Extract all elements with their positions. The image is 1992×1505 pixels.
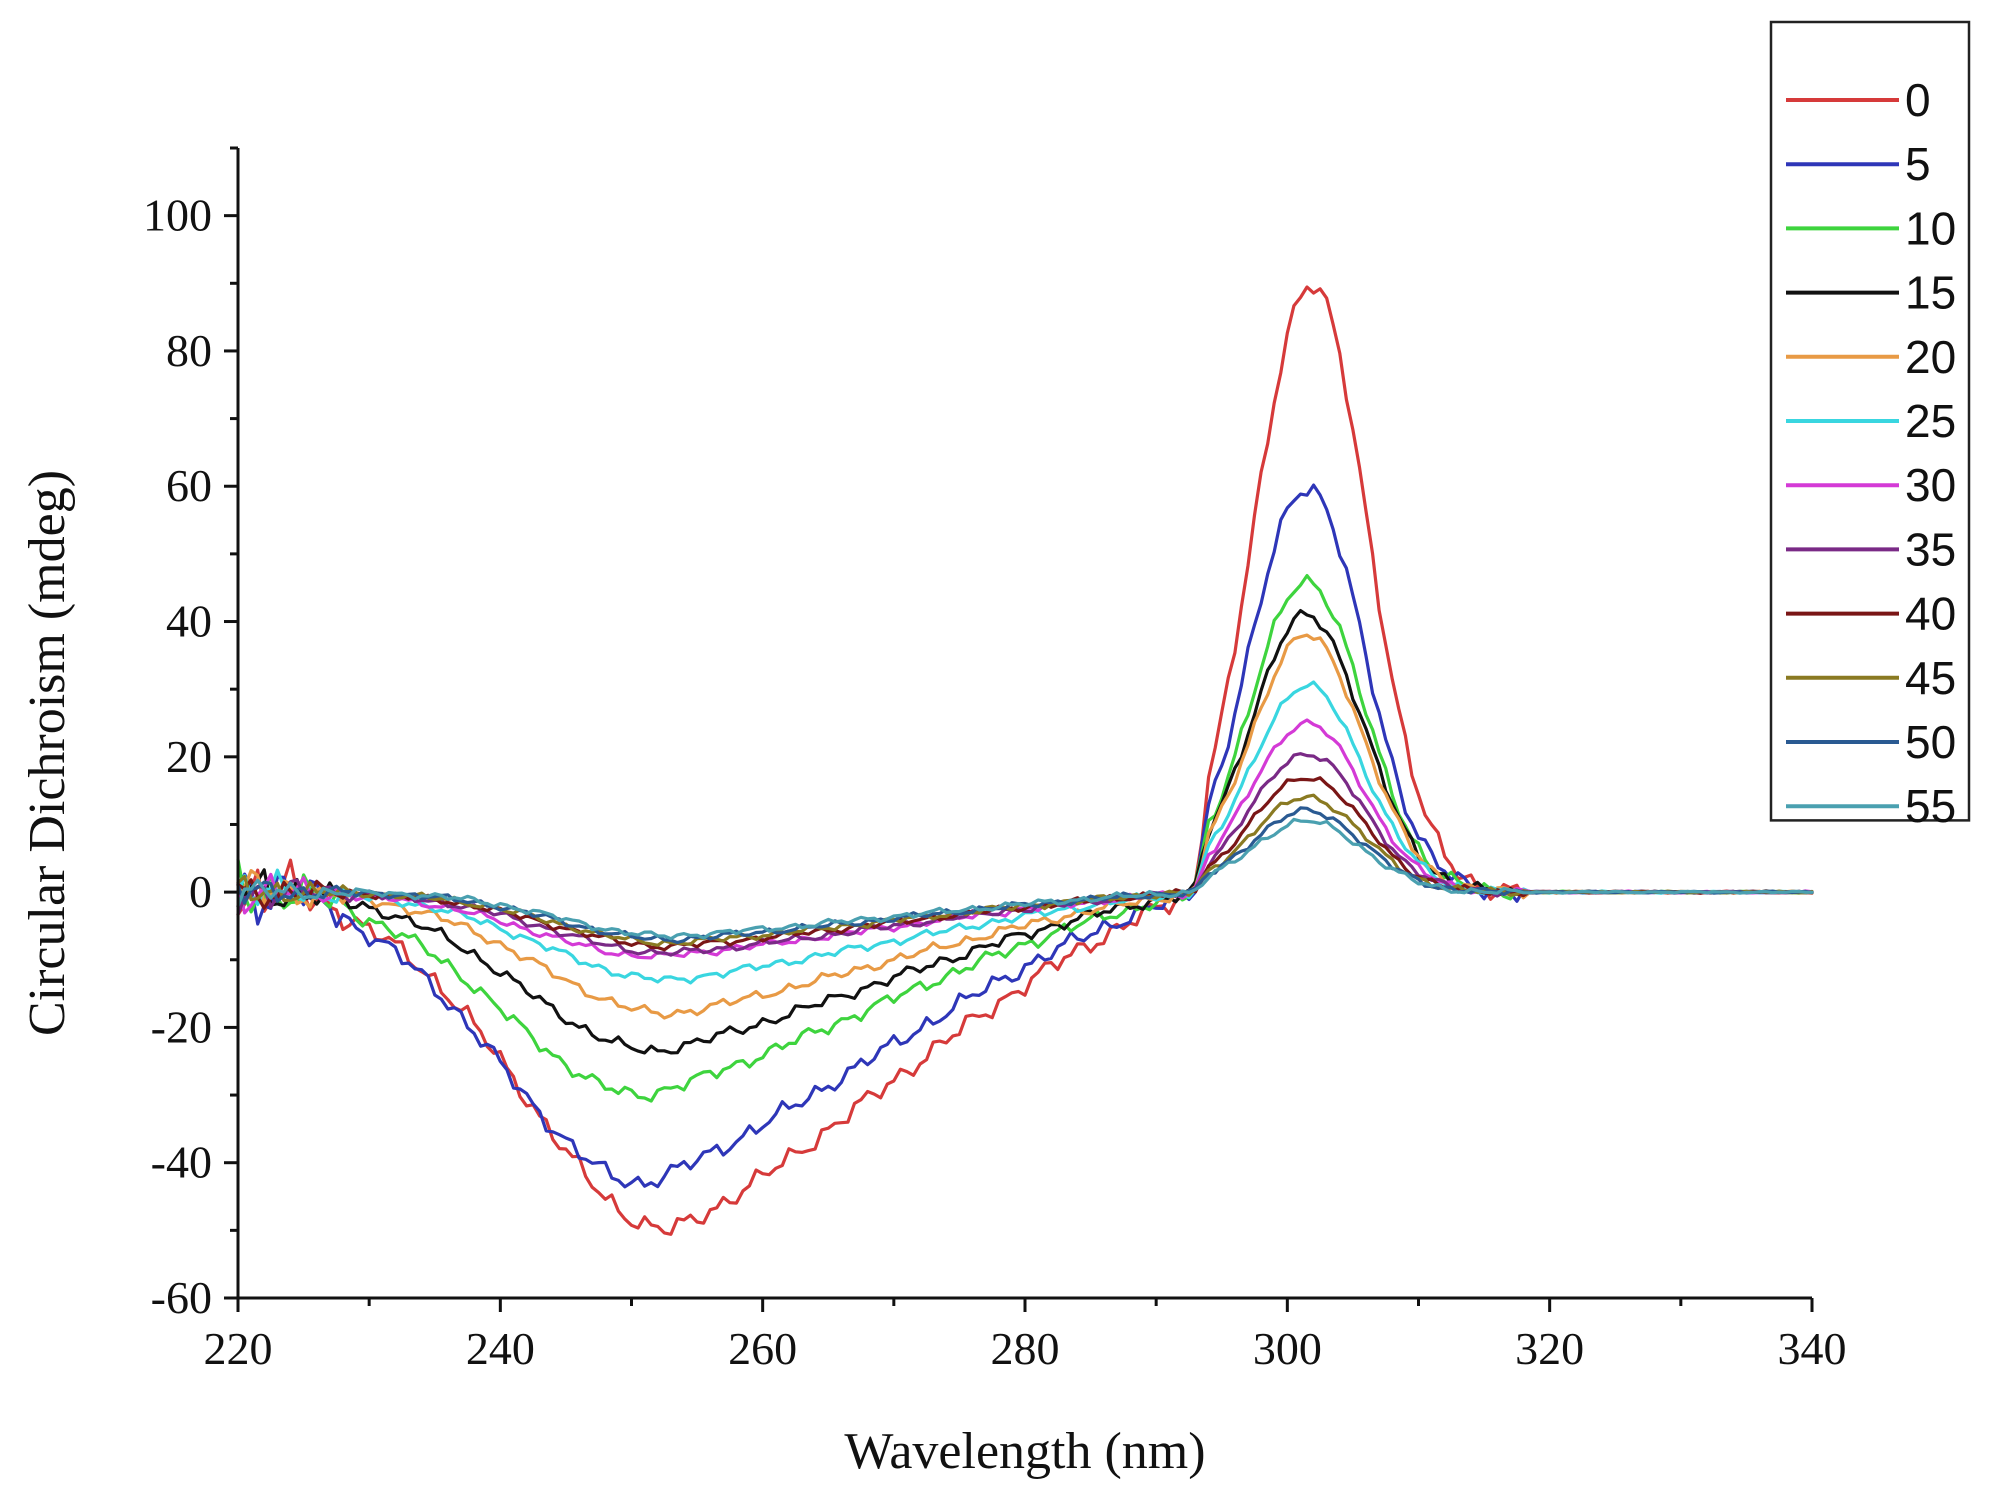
x-tick-label: 280	[991, 1323, 1060, 1374]
legend-label-15: 15	[1905, 267, 1956, 319]
legend-label-20: 20	[1905, 331, 1956, 383]
y-tick-label: 20	[166, 731, 212, 782]
legend-label-5: 5	[1905, 138, 1931, 190]
x-tick-label: 260	[728, 1323, 797, 1374]
y-tick-label: 100	[143, 190, 212, 241]
x-tick-label: 240	[466, 1323, 535, 1374]
axes-layer: 220 240 260 280 300 320 340 -60 -40 -20 0 20 40 60 80 1…	[143, 146, 1847, 1374]
legend-label-0: 0	[1905, 74, 1931, 126]
legend: 0 5 10 15 20 25 30 35 40 45 50 55	[1769, 20, 1971, 832]
y-axis-label: Circular Dichroism (mdeg)	[19, 470, 76, 1036]
x-tick-label: 300	[1253, 1323, 1322, 1374]
legend-label-45: 45	[1905, 652, 1956, 704]
series-line-30	[236, 718, 1814, 960]
x-tick-label: 320	[1515, 1323, 1584, 1374]
x-tick-label: 340	[1778, 1323, 1847, 1374]
series-layer	[236, 285, 1814, 1236]
series-line-25	[236, 680, 1814, 985]
series-line-45	[236, 793, 1814, 947]
x-tick-label: 220	[204, 1323, 273, 1374]
y-tick-label: -60	[151, 1272, 212, 1323]
legend-label-35: 35	[1905, 523, 1956, 575]
y-tick-label: -20	[151, 1001, 212, 1052]
legend-label-30: 30	[1905, 459, 1956, 511]
series-line-15	[236, 609, 1814, 1055]
series-line-50	[236, 806, 1814, 945]
legend-label-55: 55	[1905, 780, 1956, 832]
series-line-0	[236, 285, 1814, 1236]
x-axis-label: Wavelength (nm)	[844, 1423, 1205, 1480]
legend-label-25: 25	[1905, 395, 1956, 447]
legend-label-40: 40	[1905, 588, 1956, 640]
legend-label-10: 10	[1905, 202, 1956, 254]
y-tick-label: 40	[166, 596, 212, 647]
y-tick-label: 60	[166, 460, 212, 511]
legend-label-50: 50	[1905, 716, 1956, 768]
series-line-20	[236, 633, 1814, 1020]
y-tick-label: 80	[166, 325, 212, 376]
series-line-40	[236, 776, 1814, 952]
series-line-35	[236, 752, 1814, 957]
y-tick-label: 0	[189, 866, 212, 917]
series-line-5	[236, 483, 1814, 1189]
y-tick-label: -40	[151, 1137, 212, 1188]
series-line-55	[236, 817, 1814, 941]
